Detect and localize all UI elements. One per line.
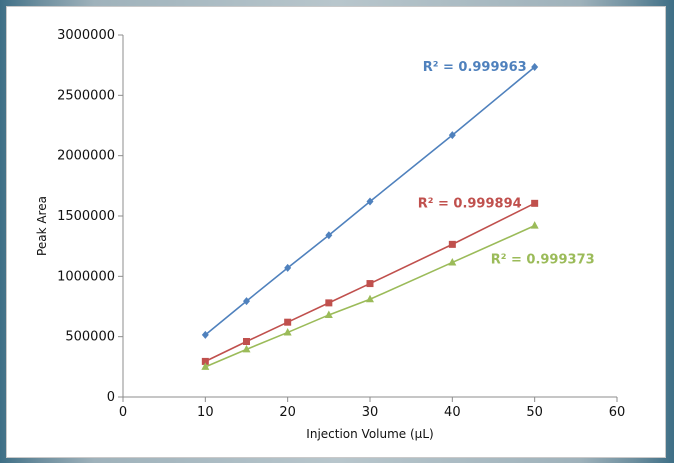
- data-point: [366, 280, 374, 288]
- y-tick-label: 2500000: [57, 88, 115, 103]
- y-tick-label: 3000000: [57, 28, 115, 43]
- series-layer: R² = 0.999963 R² = 0.999894 R² = 0.999373: [201, 60, 595, 370]
- x-tick-label: 10: [197, 405, 214, 420]
- data-point: [448, 240, 456, 248]
- y-tick-label: 2000000: [57, 149, 115, 164]
- y-axis-title: Peak Area: [35, 196, 49, 256]
- data-point: [242, 344, 251, 353]
- data-point: [324, 310, 333, 318]
- x-tick-label: 0: [119, 405, 127, 420]
- series-3: R² = 0.999373: [201, 221, 595, 370]
- data-point: [201, 362, 210, 370]
- x-tick-label: 60: [609, 405, 626, 420]
- x-tick-label: 40: [444, 405, 461, 420]
- data-point: [284, 263, 292, 272]
- x-tick-label: 20: [279, 405, 296, 420]
- r-squared-label: R² = 0.999894: [418, 196, 522, 211]
- y-tick-label: 500000: [65, 330, 115, 345]
- y-tick-label: 1500000: [57, 209, 115, 224]
- r-squared-label: R² = 0.999963: [423, 60, 527, 75]
- data-point: [366, 294, 374, 303]
- axes: 0 500000 1000000 1500000 2000000 2500000 30000…: [57, 28, 625, 420]
- series-2: R² = 0.999894: [201, 196, 539, 365]
- y-tick-label: 0: [107, 390, 115, 405]
- data-point: [531, 199, 539, 207]
- data-point: [325, 299, 333, 307]
- x-tick-label: 50: [526, 405, 543, 420]
- data-point: [284, 318, 292, 326]
- r-squared-label: R² = 0.999373: [491, 253, 595, 268]
- x-axis-title: Injection Volume (µL): [306, 427, 433, 441]
- data-point: [243, 297, 250, 306]
- data-point: [201, 330, 209, 339]
- data-point: [283, 327, 292, 336]
- data-point: [531, 62, 539, 71]
- data-point: [448, 257, 457, 266]
- data-point: [201, 357, 209, 365]
- y-tick-label: 1000000: [57, 269, 115, 284]
- data-point: [448, 131, 456, 140]
- x-tick-label: 30: [362, 405, 379, 420]
- data-point: [530, 221, 539, 229]
- chart-frame: [6, 6, 666, 458]
- data-point: [325, 231, 333, 240]
- data-point: [243, 337, 250, 345]
- data-point: [366, 197, 374, 206]
- series-1: R² = 0.999963: [201, 60, 539, 339]
